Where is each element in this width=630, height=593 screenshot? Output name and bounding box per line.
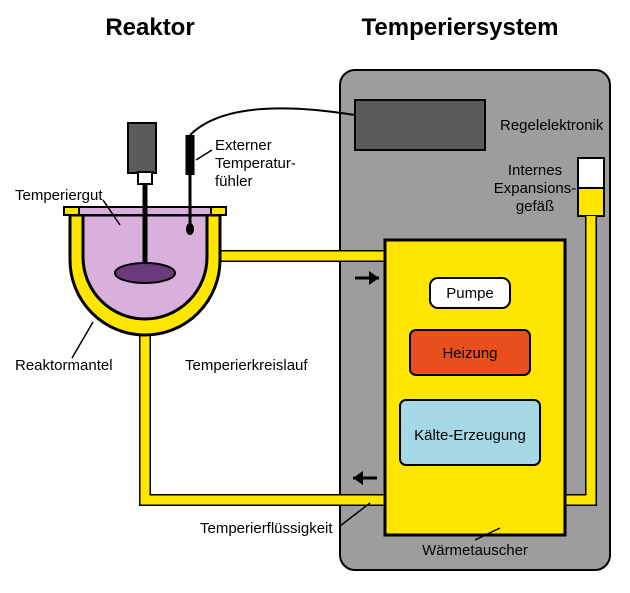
sensor-wire — [190, 108, 355, 135]
label-ext_temp3: fühler — [215, 173, 253, 190]
regelelektronik-box — [355, 100, 485, 150]
label-ext_temp2: Temperatur- — [215, 155, 296, 172]
label-ext_temp1: Externer — [215, 137, 272, 154]
label-kreislauf: Temperierkreislauf — [185, 357, 308, 374]
label-exp2: Expansions- — [494, 180, 577, 197]
label-exp3: gefäß — [516, 198, 554, 215]
callout-line — [72, 322, 93, 358]
label-temperiergut: Temperiergut — [15, 187, 103, 204]
title-temperiersystem: Temperiersystem — [362, 14, 559, 41]
label-exp1: Internes — [508, 162, 562, 179]
label-temperierfluessigkeit: Temperierflüssigkeit — [200, 520, 333, 537]
title-reaktor: Reaktor — [105, 14, 194, 41]
expansionsgefaess — [578, 158, 604, 216]
motor-icon — [128, 123, 156, 173]
label-heizung: Heizung — [442, 345, 497, 362]
label-regelelektronik: Regelelektronik — [500, 117, 604, 134]
label-kaelte: Kälte-Erzeugung — [414, 427, 526, 444]
label-pumpe: Pumpe — [446, 285, 494, 302]
callout-line — [196, 150, 212, 160]
label-reaktormantel: Reaktormantel — [15, 357, 113, 374]
label-waermetauscher: Wärmetauscher — [422, 542, 528, 559]
